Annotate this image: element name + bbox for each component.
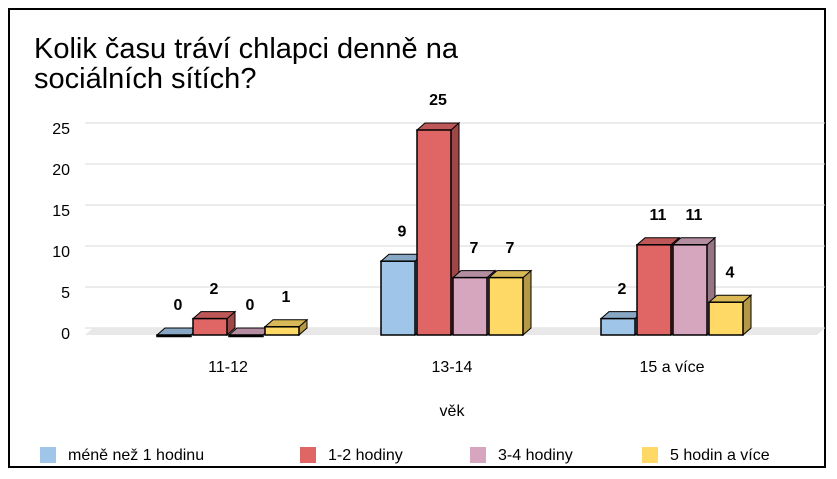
bar-top [263, 319, 309, 328]
bar-top [671, 237, 717, 246]
x-tick-label: 15 a více [640, 359, 705, 376]
y-tick-label: 10 [52, 244, 70, 261]
value-label: 11 [686, 207, 703, 224]
bar-top [635, 237, 681, 246]
bar [263, 318, 309, 337]
bar-front [636, 244, 672, 336]
x-tick-label: 11-12 [208, 359, 248, 376]
bar-top [415, 122, 461, 131]
y-tick-label: 25 [52, 121, 70, 138]
value-label: 0 [174, 297, 183, 314]
x-tick-label: 13-14 [432, 359, 473, 376]
bar-front [380, 260, 416, 336]
legend-swatch [642, 447, 658, 463]
value-label: 4 [726, 264, 735, 281]
legend-label: méně než 1 hodinu [68, 447, 204, 464]
value-label: 1 [282, 289, 291, 306]
bar-front [156, 334, 192, 338]
bar-top [191, 311, 237, 320]
bar-front [452, 276, 488, 336]
legend-swatch [300, 447, 316, 463]
bar-front [708, 301, 744, 336]
x-axis-title: věk [440, 403, 466, 420]
bar-front [264, 326, 300, 336]
legend-label: 1-2 hodiny [328, 447, 403, 464]
value-label: 2 [210, 281, 219, 298]
y-tick-label: 20 [52, 162, 70, 179]
bar-side [522, 269, 532, 337]
chart-title: Kolik času tráví chlapci denně na sociál… [34, 33, 458, 95]
bar-front [672, 244, 708, 336]
bar-front [192, 317, 228, 336]
y-tick-label: 0 [61, 326, 70, 343]
value-label: 9 [398, 223, 407, 240]
bar [707, 294, 753, 337]
value-label: 25 [429, 92, 447, 109]
value-label: 7 [470, 240, 479, 257]
bar [227, 327, 273, 338]
bar [191, 310, 237, 337]
legend-label: 3-4 hodiny [498, 447, 573, 464]
legend-swatch [40, 447, 56, 463]
value-label: 2 [618, 281, 627, 298]
bar-front [416, 129, 452, 336]
bar-top [451, 270, 497, 279]
frame [8, 8, 826, 468]
bar-front [488, 276, 524, 336]
bar-front [600, 317, 636, 336]
y-tick-label: 15 [52, 203, 70, 220]
value-label: 7 [506, 240, 515, 257]
legend-label: 5 hodin a více [670, 447, 770, 464]
value-label: 11 [650, 207, 667, 224]
bar-front [228, 334, 264, 338]
value-label: 0 [246, 297, 255, 314]
legend-swatch [470, 447, 486, 463]
bar-top [487, 270, 533, 279]
bar-top [707, 294, 753, 303]
bar [487, 269, 533, 337]
y-tick-label: 5 [61, 285, 70, 302]
